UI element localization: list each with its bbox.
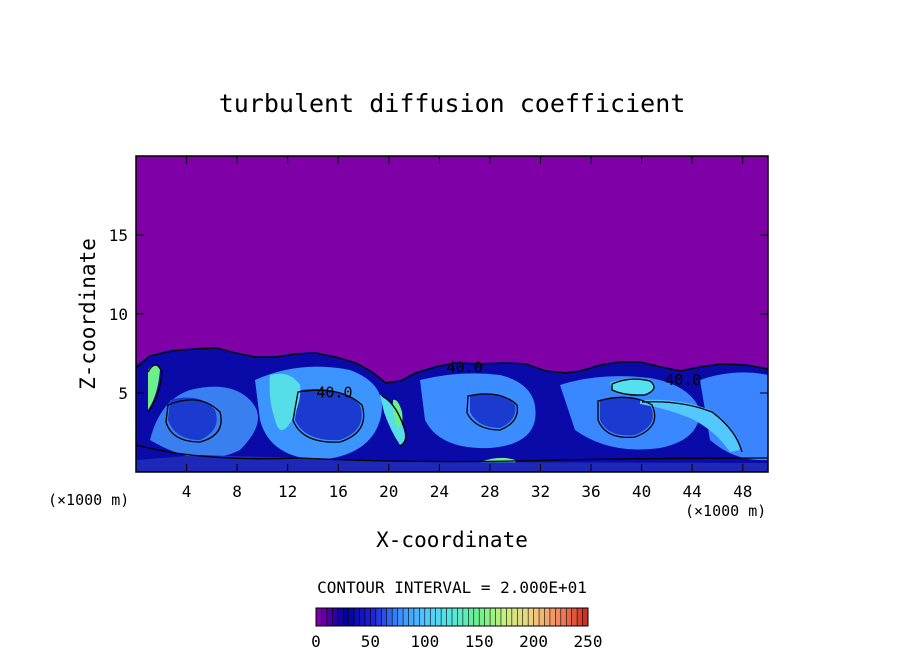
y-axis: 5 10 15 [109,226,768,403]
colorbar-tick-label: 250 [574,632,603,651]
colorbar-cell [408,608,415,626]
turbulent-eddies [136,365,768,472]
colorbar-cell [441,608,447,626]
colorbar-cell [522,608,529,626]
colorbar-cell [337,608,344,626]
colorbar-cell [560,608,567,626]
colorbar-cell [490,608,496,626]
colorbar-cell [343,608,349,626]
x-tick-label: 32 [531,482,550,501]
colorbar-tick-label: 0 [311,632,321,651]
contour-label: 40.0 [316,384,352,402]
colorbar-cell [332,608,339,626]
colorbar-cell [386,608,393,626]
colorbar-cell [533,608,540,626]
colorbar-cell [539,608,545,626]
x-unit-left: (×1000 m) [48,491,129,509]
contour-lines [136,347,768,463]
colorbar-cell [375,608,382,626]
colorbar-cell [397,608,404,626]
colorbar-cell [321,608,328,626]
x-unit-right: (×1000 m) [685,502,766,520]
colorbar-cell [392,608,398,626]
colorbar-cell [435,608,442,626]
colorbar-cell [457,608,464,626]
chart-title: turbulent diffusion coefficient [219,89,686,118]
plot-area: 40.0 40.0 40.0 [135,155,769,473]
colorbar-cell [446,608,453,626]
colorbar-cell [511,608,518,626]
colorbar-cell [577,608,583,626]
x-tick-label: 8 [232,482,242,501]
colorbar-cell [473,608,480,626]
colorbar-cell [468,608,475,626]
contour-label: 40.0 [447,358,483,376]
contour-label: 40.0 [665,371,701,389]
colorbar-cell [424,608,431,626]
colorbar-cell [555,608,562,626]
colorbar-ticks: 0 50 100 150 200 250 [311,632,602,651]
x-tick-label: 24 [430,482,449,501]
x-axis: 4 8 12 16 20 24 28 32 36 40 44 48 [182,156,752,501]
colorbar-cell [326,608,333,626]
colorbar-cell [566,608,572,626]
x-tick-label: 20 [379,482,398,501]
turbulence-field: 40.0 40.0 40.0 [136,347,768,472]
x-tick-label: 28 [480,482,499,501]
colorbar-cell [430,608,436,626]
x-axis-title: X-coordinate [376,528,528,552]
y-axis-title: Z-coordinate [76,238,100,390]
colorbar-cell [544,608,551,626]
colorbar: 0 50 100 150 200 250 [311,607,602,651]
colorbar-cell [517,608,524,626]
y-tick-label: 5 [118,384,128,403]
x-tick-label: 40 [632,482,651,501]
colorbar-cell [403,608,409,626]
x-tick-label: 48 [733,482,752,501]
colorbar-cell [495,608,502,626]
x-tick-label: 4 [182,482,192,501]
colorbar-cell [479,608,485,626]
y-tick-label: 15 [109,226,128,245]
contour-labels: 40.0 40.0 40.0 [316,358,701,401]
colorbar-cell [462,608,469,626]
colorbar-cell [528,608,534,626]
colorbar-cell [500,608,507,626]
colorbar-cell [354,608,360,626]
colorbar-cell [381,608,388,626]
colorbar-tick-label: 100 [410,632,439,651]
colorbar-cell [370,608,377,626]
contour-interval-label: CONTOUR INTERVAL = 2.000E+01 [317,578,587,597]
x-tick-label: 12 [278,482,297,501]
colorbar-cell [571,608,578,626]
colorbar-cells [315,608,589,626]
colorbar-cell [348,608,355,626]
colorbar-cell [484,608,491,626]
colorbar-tick-label: 150 [465,632,494,651]
colorbar-frame [315,607,589,627]
colorbar-cell [549,608,556,626]
colorbar-cell [452,608,458,626]
colorbar-tick-label: 50 [361,632,380,651]
colorbar-cell [316,608,322,626]
x-tick-label: 16 [329,482,348,501]
y-tick-label: 10 [109,305,128,324]
colorbar-cell [364,608,371,626]
colorbar-cell [359,608,366,626]
colorbar-cell [413,608,420,626]
colorbar-cell [582,608,589,626]
x-tick-label: 36 [581,482,600,501]
colorbar-cell [419,608,426,626]
x-tick-label: 44 [683,482,702,501]
colorbar-tick-label: 200 [519,632,548,651]
colorbar-cell [506,608,513,626]
